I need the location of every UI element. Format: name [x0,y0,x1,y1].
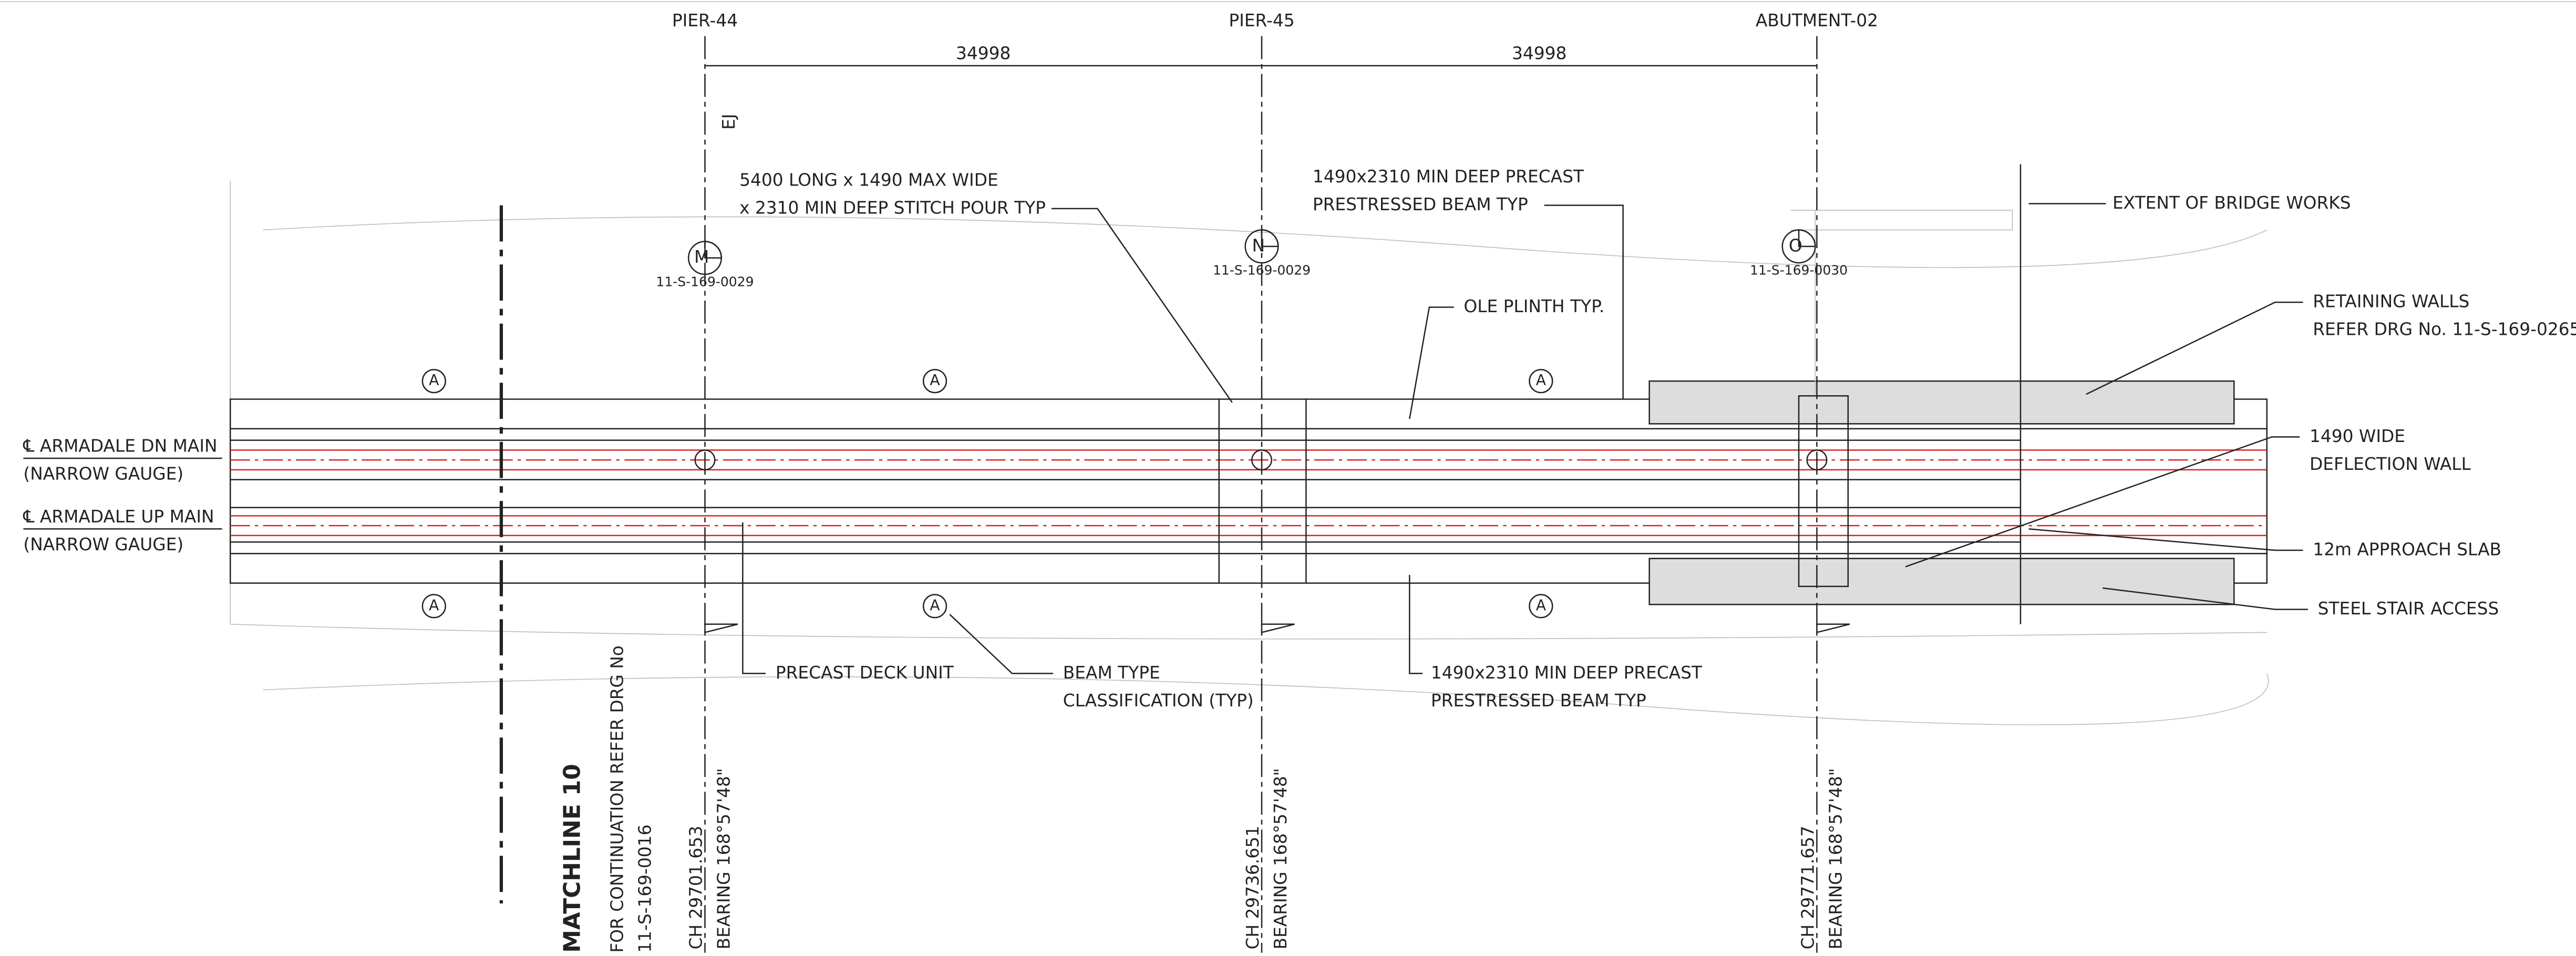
track-label: ℄ ARMADALE UP MAIN [23,507,214,527]
section-drawing: 11-S-169-0029 [656,274,754,290]
leader-line [742,522,766,674]
bearing: BEARING 168°57'48" [1271,768,1291,949]
leader-line [2103,587,2308,610]
callout-text: 12m APPROACH SLAB [2313,540,2501,560]
section-letter: N [1252,235,1265,255]
expansion-joint: EJ [719,114,739,130]
track-label: (NARROW GAUGE) [23,464,183,484]
callout-text: BEAM TYPE [1063,663,1160,683]
track-label: (NARROW GAUGE) [23,534,183,554]
span-dimension: 34998 [956,44,1011,64]
leader-line [1409,574,1423,674]
bearing: BEARING 168°57'48" [714,768,734,949]
beam-type-marker [922,594,947,619]
abutment [1648,164,2235,624]
support-label: PIER-44 [672,11,738,30]
chainage: CH 29736.651 [1243,826,1263,949]
beam-type-letter: A [429,597,439,614]
callout-text: 1490x2310 MIN DEEP PRECAST [1313,167,1584,187]
bearing-circle [1251,449,1272,471]
callout-text: PRECAST DECK UNIT [776,663,954,683]
bearing: BEARING 168°57'48" [1826,768,1846,949]
beam-type-marker [1529,368,1553,394]
deck [229,398,2268,584]
beam-type-letter: A [429,372,439,389]
matchline-note: FOR CONTINUATION REFER DRG No [607,645,627,953]
beam-type-letter: A [930,372,940,389]
callout-text: DEFLECTION WALL [2310,454,2471,474]
matchline-note: 11-S-169-0016 [635,825,655,953]
leader-line [1905,436,2300,568]
leader-line [1544,204,1624,399]
bearing-circle [694,449,716,471]
section-letter: M [694,247,709,267]
callout-text: CLASSIFICATION (TYP) [1063,691,1254,711]
beam-type-letter: A [930,597,940,614]
beam-type-marker [421,368,446,394]
support-label: ABUTMENT-02 [1756,11,1878,30]
callout-text: RETAINING WALLS [2313,292,2469,312]
beam-type-letter: A [1536,597,1546,614]
chainage: CH 29771.657 [1798,826,1818,949]
leader-line [949,614,1054,674]
leader-line [2028,528,2303,551]
matchline-title: MATCHLINE 10 [559,764,585,952]
leader-line [1409,306,1454,419]
section-marker-fill [1798,229,1816,248]
chainage: CH 29701.653 [686,826,706,949]
callout-text: PRESTRESSED BEAM TYP [1313,194,1528,214]
beam-type-marker [1529,594,1553,619]
callout-text: STEEL STAIR ACCESS [2318,599,2499,619]
section-arrow [704,623,738,633]
callout-text: PRESTRESSED BEAM TYP [1431,691,1646,711]
callout-text: OLE PLINTH TYP. [1464,296,1604,316]
callout-text: 1490x2310 MIN DEEP PRECAST [1431,663,1703,683]
section-drawing: 11-S-169-0029 [1213,263,1311,278]
section-marker-fill [704,241,722,259]
beam-type-marker [922,368,947,394]
callout-text: 5400 LONG x 1490 MAX WIDE [739,170,998,190]
section-drawing: 11-S-169-0030 [1750,263,1848,278]
callout-text: x 2310 MIN DEEP STITCH POUR TYP [739,198,1046,218]
section-arrow [1816,623,1850,633]
leader-line [1051,208,1233,403]
section-marker-fill [1261,229,1279,248]
track-label: ℄ ARMADALE DN MAIN [23,436,217,456]
callout-text: 1490 WIDE [2310,426,2405,446]
support-label: PIER-45 [1229,11,1294,30]
callout-text: EXTENT OF BRIDGE WORKS [2113,193,2351,213]
leader-line [2086,301,2303,395]
beam-type-marker [421,594,446,619]
span-dimension: 34998 [1512,44,1567,64]
section-arrow [1261,623,1295,633]
bearing-circle [1806,449,1828,471]
beam-type-letter: A [1536,372,1546,389]
callout-text: REFER DRG No. 11-S-169-0265 [2313,320,2576,340]
section-letter: O [1789,235,1802,255]
